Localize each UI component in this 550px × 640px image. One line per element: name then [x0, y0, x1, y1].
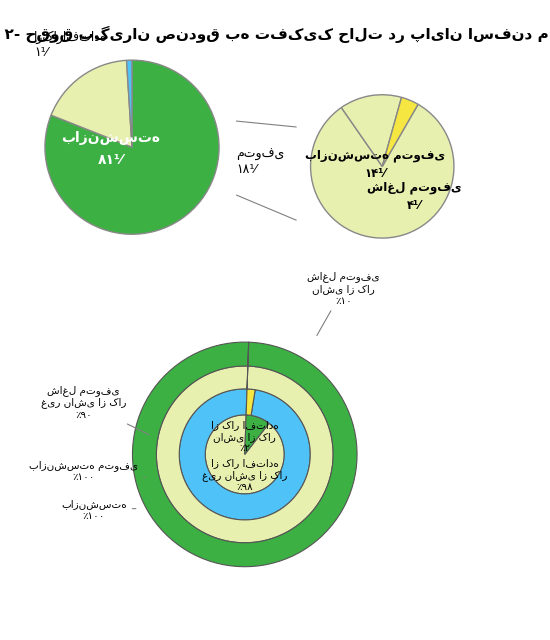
Text: شاغل متوفی: شاغل متوفی	[367, 181, 462, 195]
Text: شاغل متوفی
ناشی از کار
٪۱۰: شاغل متوفی ناشی از کار ٪۱۰	[307, 271, 380, 335]
Text: از کار افتاده
ناشی از کار
٪۲: از کار افتاده ناشی از کار ٪۲	[211, 420, 279, 453]
Text: بازنشسته
٪۱۰۰: بازنشسته ٪۱۰۰	[61, 499, 136, 521]
Polygon shape	[246, 389, 255, 415]
Polygon shape	[179, 389, 310, 520]
Text: متوفی
۱۸⅟: متوفی ۱۸⅟	[236, 148, 285, 176]
Text: از کار افتاده
غیر ناشی از کار
٪۹۸: از کار افتاده غیر ناشی از کار ٪۹۸	[202, 458, 288, 492]
Wedge shape	[45, 60, 219, 234]
Wedge shape	[51, 60, 132, 147]
Text: نمودار ۲- حقوق بگیران صندوق به تفکیک حالت در پایان اسفند ماه ۱۴۰۲: نمودار ۲- حقوق بگیران صندوق به تفکیک حال…	[0, 26, 550, 43]
Wedge shape	[311, 104, 454, 238]
Wedge shape	[342, 95, 402, 166]
Polygon shape	[133, 342, 357, 566]
Text: ۴⅟: ۴⅟	[408, 199, 422, 212]
Polygon shape	[205, 415, 284, 494]
Text: ۸۱⅟: ۸۱⅟	[97, 153, 123, 167]
Wedge shape	[382, 97, 418, 166]
Wedge shape	[126, 60, 132, 147]
Polygon shape	[156, 366, 333, 543]
Text: بازنشسته متوفی: بازنشسته متوفی	[305, 149, 445, 162]
Text: بازنشسته: بازنشسته	[60, 131, 160, 145]
Text: بازنشسته متوفی
٪۱۰۰: بازنشسته متوفی ٪۱۰۰	[29, 460, 145, 483]
Text: ۱۴⅟: ۱۴⅟	[364, 167, 386, 180]
Polygon shape	[245, 415, 269, 454]
Text: شاغل متوفی
غیر ناشی از کار
٪۹۰: شاغل متوفی غیر ناشی از کار ٪۹۰	[41, 385, 148, 435]
Text: ازکارافتاده
۱⅟: ازکارافتاده ۱⅟	[34, 30, 108, 59]
